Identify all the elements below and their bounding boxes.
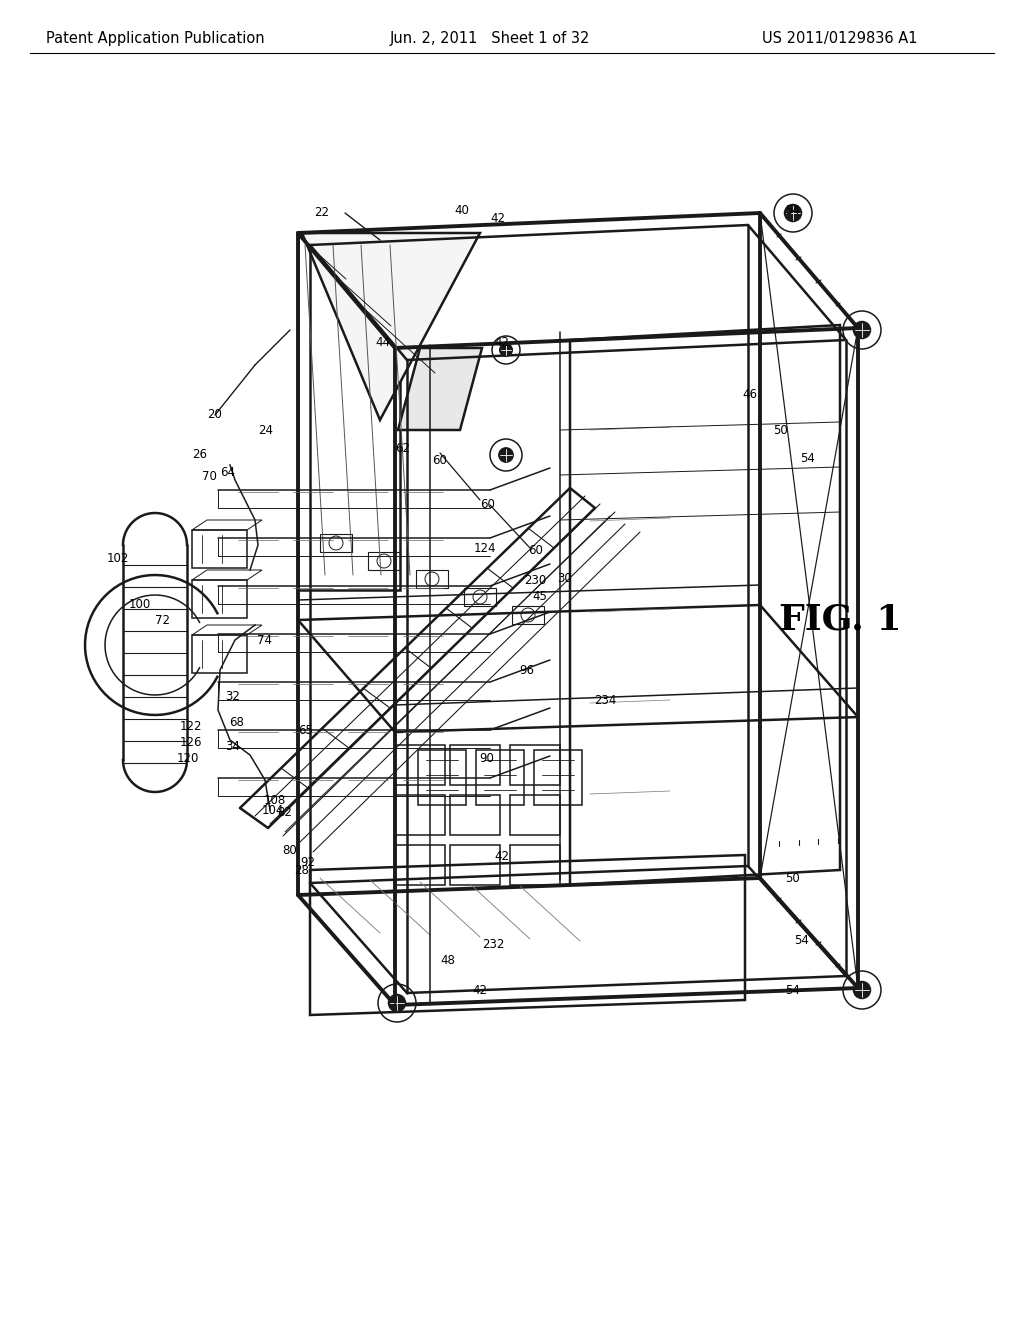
Circle shape <box>499 447 513 462</box>
Circle shape <box>853 982 870 998</box>
Polygon shape <box>398 348 482 430</box>
Text: 54: 54 <box>785 983 801 997</box>
Text: 62: 62 <box>395 441 411 454</box>
Circle shape <box>388 994 406 1011</box>
Text: 230: 230 <box>524 573 546 586</box>
Circle shape <box>784 205 802 222</box>
Text: 54: 54 <box>785 203 801 216</box>
Text: 60: 60 <box>432 454 447 466</box>
Text: 54: 54 <box>795 933 809 946</box>
Text: 122: 122 <box>180 719 203 733</box>
Text: 108: 108 <box>264 793 286 807</box>
Text: 50: 50 <box>773 424 787 437</box>
Text: 232: 232 <box>482 939 504 952</box>
Text: 80: 80 <box>283 843 297 857</box>
Text: 48: 48 <box>440 953 456 966</box>
Polygon shape <box>302 234 480 420</box>
Text: 32: 32 <box>225 690 241 704</box>
Text: 90: 90 <box>479 751 495 764</box>
Text: 54: 54 <box>801 451 815 465</box>
Text: 44: 44 <box>376 335 390 348</box>
Text: 22: 22 <box>314 206 330 219</box>
Text: 104: 104 <box>262 804 285 817</box>
Text: Patent Application Publication: Patent Application Publication <box>46 30 264 45</box>
Text: 65: 65 <box>299 723 313 737</box>
Text: 20: 20 <box>208 408 222 421</box>
Text: 42: 42 <box>495 850 510 863</box>
Text: 234: 234 <box>594 693 616 706</box>
Text: 42: 42 <box>495 335 510 348</box>
Text: 42: 42 <box>472 983 487 997</box>
Text: 126: 126 <box>180 737 203 750</box>
Text: US 2011/0129836 A1: US 2011/0129836 A1 <box>762 30 918 45</box>
Text: 30: 30 <box>558 572 572 585</box>
Text: 40: 40 <box>455 203 469 216</box>
Text: 102: 102 <box>106 552 129 565</box>
Text: 100: 100 <box>129 598 152 611</box>
Text: 60: 60 <box>480 499 496 511</box>
Text: 68: 68 <box>229 717 245 730</box>
Text: 24: 24 <box>258 424 273 437</box>
Text: 45: 45 <box>532 590 548 602</box>
Text: 70: 70 <box>202 470 216 483</box>
Text: 82: 82 <box>278 807 293 820</box>
Text: 120: 120 <box>177 752 200 766</box>
Text: 34: 34 <box>225 741 241 754</box>
Text: 60: 60 <box>528 544 544 557</box>
Text: 42: 42 <box>490 211 506 224</box>
Text: 96: 96 <box>519 664 535 676</box>
Circle shape <box>500 343 512 356</box>
Text: 72: 72 <box>156 614 171 627</box>
Text: 92: 92 <box>300 855 315 869</box>
Circle shape <box>853 322 870 338</box>
Text: 50: 50 <box>784 871 800 884</box>
Text: FIG. 1: FIG. 1 <box>778 603 901 638</box>
Text: 26: 26 <box>193 449 208 462</box>
Text: Jun. 2, 2011   Sheet 1 of 32: Jun. 2, 2011 Sheet 1 of 32 <box>390 30 590 45</box>
Text: 74: 74 <box>256 634 271 647</box>
Text: 64: 64 <box>220 466 236 479</box>
Text: 46: 46 <box>742 388 758 401</box>
Text: 28: 28 <box>295 863 309 876</box>
Text: 124: 124 <box>474 541 497 554</box>
